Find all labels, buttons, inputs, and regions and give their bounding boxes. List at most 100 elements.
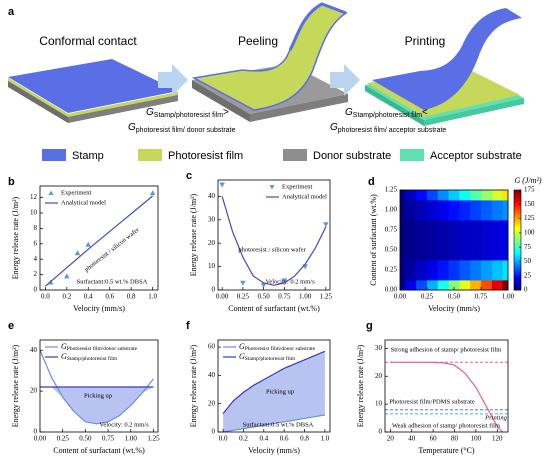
colorbar-slice xyxy=(514,261,521,264)
plot-frame xyxy=(39,339,159,433)
legend-swatch xyxy=(42,149,66,161)
heat-cell xyxy=(459,220,471,241)
colorbar-slice xyxy=(514,190,521,193)
legend-swatch xyxy=(283,149,307,161)
legend-swatch xyxy=(48,190,54,195)
annotation: Picking up xyxy=(84,392,112,399)
legend-label: Donor substrate xyxy=(313,150,391,162)
condition: Gphotoresist film/ acceptor substrate xyxy=(330,122,446,134)
slab-peeling xyxy=(191,2,348,122)
heat-cell xyxy=(470,260,482,281)
y-tick-label: 4 xyxy=(34,255,38,263)
symbol: G xyxy=(330,122,338,133)
legend-label: Stamp xyxy=(72,150,104,162)
relation: > xyxy=(223,107,229,118)
heat-cell xyxy=(470,240,482,261)
x-tick-label: 1.00 xyxy=(125,435,138,443)
data-point xyxy=(74,250,81,256)
x-tick-label: 0.00 xyxy=(216,293,229,301)
colorbar-slice xyxy=(514,226,521,229)
heat-cell xyxy=(470,280,482,291)
colorbar-slice xyxy=(514,235,521,238)
y-tick-label: 0 xyxy=(212,286,216,294)
heat-cell xyxy=(481,280,493,291)
heat-cell xyxy=(416,200,428,221)
y-tick-label: 1.25 xyxy=(385,186,398,194)
step-title: Peeling xyxy=(238,34,278,48)
symbol: G xyxy=(239,342,245,351)
colorbar-slice xyxy=(514,195,521,198)
data-line xyxy=(222,350,326,414)
heat-cell xyxy=(400,190,406,201)
colorbar-slice xyxy=(514,220,521,223)
y-tick-label: 2 xyxy=(34,270,38,278)
x-axis-label: Velocity (mm/s) xyxy=(73,304,125,313)
colorbar-slice xyxy=(514,273,521,276)
data-line xyxy=(44,195,154,287)
x-axis-label: Velocity (mm/s) xyxy=(248,446,300,455)
x-tick-label: 0.25 xyxy=(57,435,70,443)
x-tick-label: 0.2 xyxy=(62,293,71,301)
x-tick-label: 0.50 xyxy=(258,293,271,301)
x-tick-label: 0.6 xyxy=(105,293,114,301)
x-tick-label: 20 xyxy=(387,435,395,443)
x-tick-label: 1.0 xyxy=(321,435,330,443)
arrow xyxy=(158,64,188,96)
colorbar-slice xyxy=(514,200,521,203)
colorbar-slice xyxy=(514,256,521,259)
data-line xyxy=(222,414,326,433)
x-tick-label: 0.75 xyxy=(475,293,488,301)
y-axis-label: Energy release rate (J/m²) xyxy=(189,344,198,427)
colorbar-slice xyxy=(514,278,521,281)
colorbar-title: G (J/m²) xyxy=(514,176,541,185)
y-tick-label: 0.00 xyxy=(385,286,398,294)
heat-cell xyxy=(448,190,460,201)
data-point xyxy=(240,280,246,286)
heat-cell xyxy=(481,260,493,281)
colorbar-slice xyxy=(514,276,521,279)
heat-cell xyxy=(459,260,471,281)
y-tick-label: 20 xyxy=(208,239,216,247)
colorbar-slice xyxy=(514,221,521,224)
heat-cell xyxy=(491,190,503,201)
y-tick-label: 0.75 xyxy=(385,226,398,234)
panel-label: a xyxy=(8,6,15,18)
plot-frame xyxy=(384,339,509,433)
x-tick-label: 80 xyxy=(451,435,459,443)
panel-label: d xyxy=(368,176,375,188)
heat-cell xyxy=(502,220,509,241)
symbol: G xyxy=(61,352,67,361)
colorbar-tick-label: 75 xyxy=(524,243,532,251)
colorbar-slice xyxy=(514,206,521,209)
data-line xyxy=(221,196,327,286)
colorbar-slice xyxy=(514,263,521,266)
data-point xyxy=(219,182,225,188)
heat-cell xyxy=(405,200,417,221)
colorbar-slice xyxy=(514,266,521,269)
slab-printing xyxy=(365,8,524,126)
data-point xyxy=(281,278,288,284)
heat-cell xyxy=(448,220,460,241)
heat-cell xyxy=(427,280,439,291)
y-axis-label: Energy release rate (J/m²) xyxy=(11,196,20,279)
step-title: Conformal contact xyxy=(39,34,137,48)
colorbar-slice xyxy=(514,270,521,273)
legend-label: GPhotoresist film/donor substrate xyxy=(61,342,138,352)
heat-cell xyxy=(405,240,417,261)
y-tick-label: 0 xyxy=(212,428,216,436)
heat-cell xyxy=(437,200,449,221)
heat-cell xyxy=(481,240,493,261)
y-tick-label: 0.25 xyxy=(385,266,398,274)
x-tick-label: 0.8 xyxy=(127,293,136,301)
heat-cell xyxy=(481,200,493,221)
colorbar-slice xyxy=(514,275,521,278)
y-tick-label: 12 xyxy=(30,193,38,201)
colorbar-slice xyxy=(514,250,521,253)
colorbar-tick-label: 175 xyxy=(524,186,535,194)
colorbar-slice xyxy=(514,193,521,196)
colorbar-slice xyxy=(514,191,521,194)
slab-conformal xyxy=(8,59,178,123)
heat-cell xyxy=(437,280,449,291)
legend-swatch xyxy=(138,149,162,161)
annotation: Photoresist film/PDMS substrate xyxy=(389,398,475,405)
